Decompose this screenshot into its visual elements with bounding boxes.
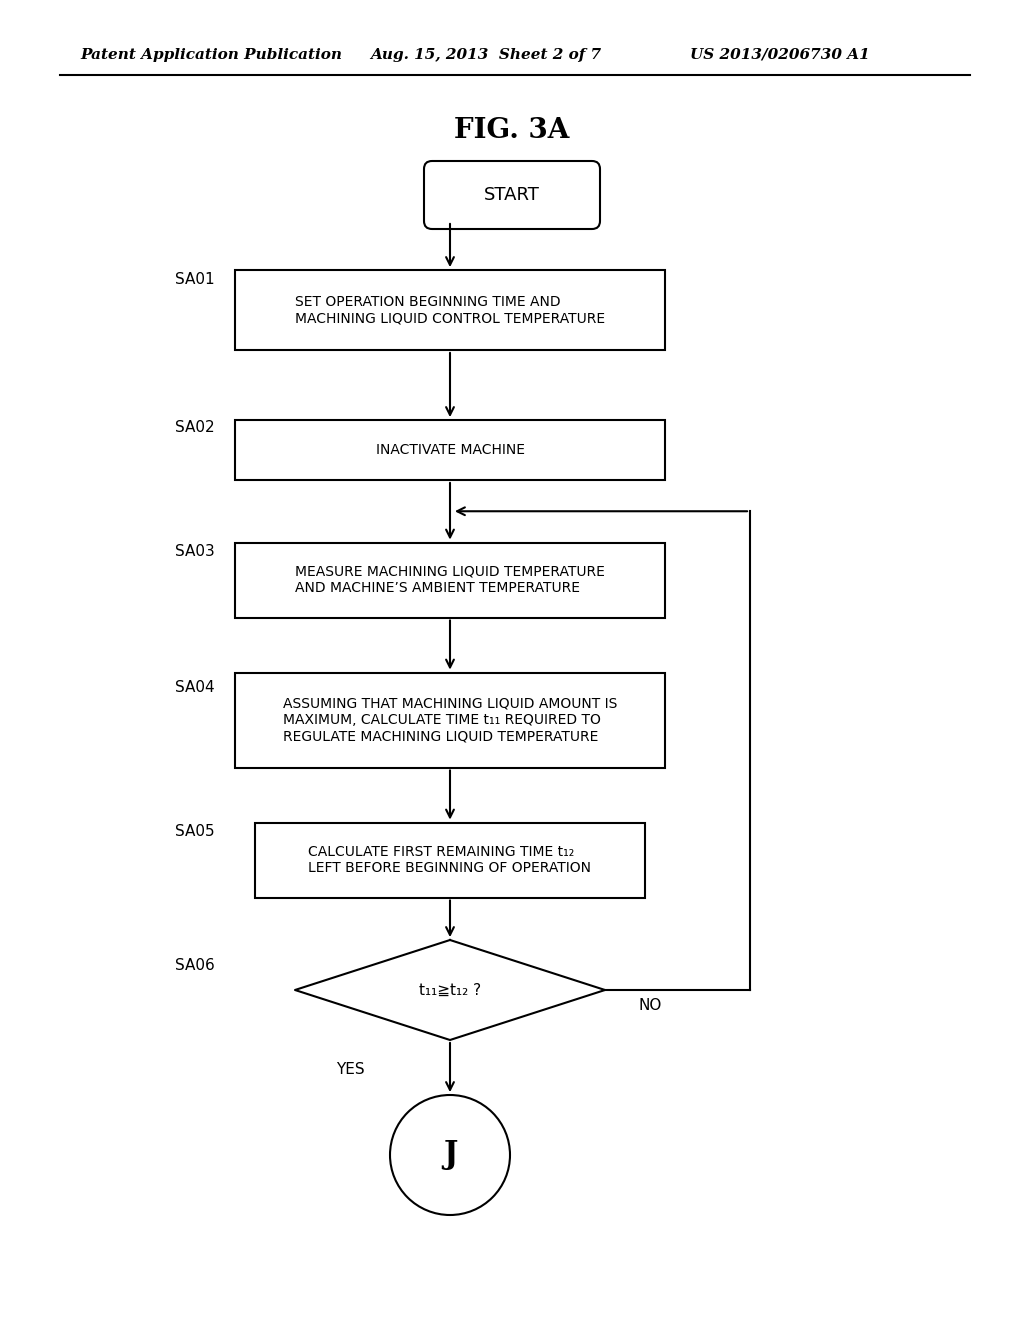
Text: t₁₁≧t₁₂ ?: t₁₁≧t₁₂ ? — [419, 982, 481, 998]
Text: US 2013/0206730 A1: US 2013/0206730 A1 — [690, 48, 869, 62]
Text: SA04: SA04 — [175, 681, 215, 696]
Text: CALCULATE FIRST REMAINING TIME t₁₂
LEFT BEFORE BEGINNING OF OPERATION: CALCULATE FIRST REMAINING TIME t₁₂ LEFT … — [308, 845, 592, 875]
Text: Aug. 15, 2013  Sheet 2 of 7: Aug. 15, 2013 Sheet 2 of 7 — [370, 48, 601, 62]
Text: SA05: SA05 — [175, 825, 215, 840]
Text: SA06: SA06 — [175, 957, 215, 973]
Bar — [234, 271, 665, 350]
Text: Patent Application Publication: Patent Application Publication — [80, 48, 342, 62]
Text: START: START — [484, 186, 540, 205]
Text: J: J — [442, 1139, 457, 1171]
Bar — [234, 420, 665, 480]
Text: ASSUMING THAT MACHINING LIQUID AMOUNT IS
MAXIMUM, CALCULATE TIME t₁₁ REQUIRED TO: ASSUMING THAT MACHINING LIQUID AMOUNT IS… — [283, 697, 617, 743]
Bar — [255, 822, 645, 898]
FancyBboxPatch shape — [424, 161, 600, 228]
Text: INACTIVATE MACHINE: INACTIVATE MACHINE — [376, 444, 524, 457]
Text: FIG. 3A: FIG. 3A — [455, 116, 569, 144]
Bar — [234, 672, 665, 767]
Text: YES: YES — [336, 1063, 365, 1077]
Bar — [234, 543, 665, 618]
Text: SA01: SA01 — [175, 272, 215, 288]
Text: NO: NO — [638, 998, 662, 1012]
Text: SET OPERATION BEGINNING TIME AND
MACHINING LIQUID CONTROL TEMPERATURE: SET OPERATION BEGINNING TIME AND MACHINI… — [295, 294, 605, 325]
Text: SA02: SA02 — [175, 420, 215, 434]
Text: MEASURE MACHINING LIQUID TEMPERATURE
AND MACHINE’S AMBIENT TEMPERATURE: MEASURE MACHINING LIQUID TEMPERATURE AND… — [295, 565, 605, 595]
Text: SA03: SA03 — [175, 544, 215, 560]
